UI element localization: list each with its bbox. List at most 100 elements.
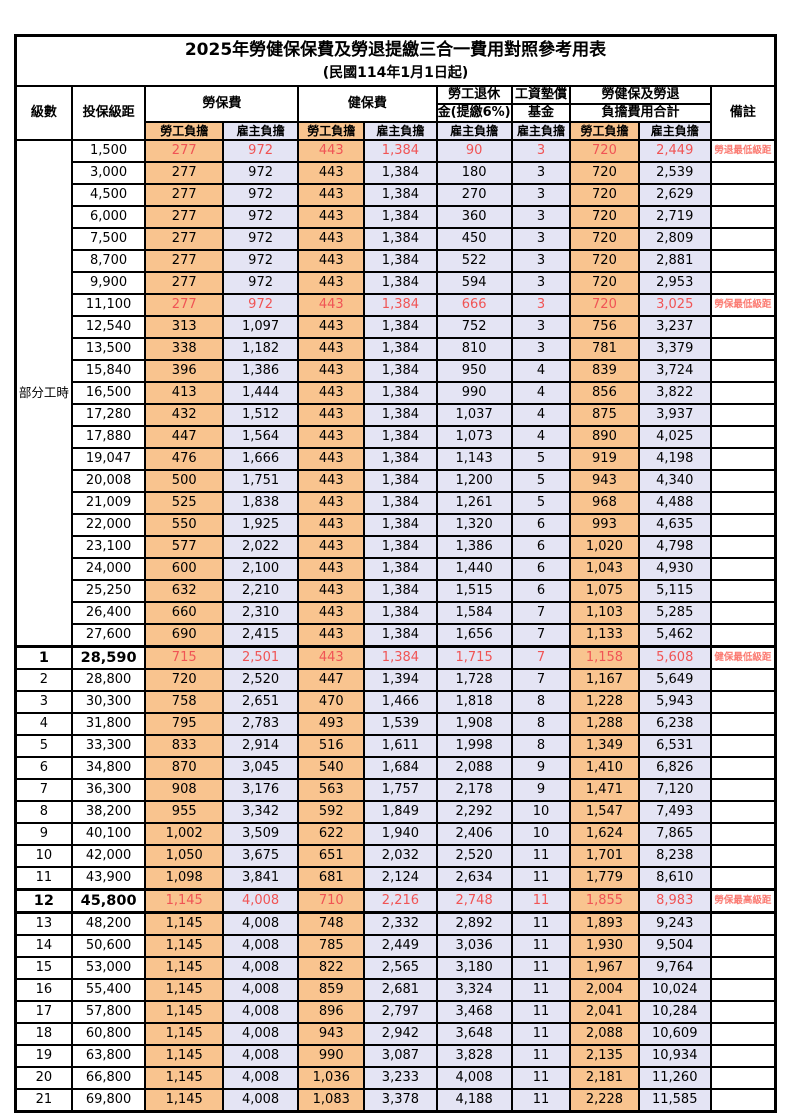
value-cell: 1,145: [144, 955, 224, 980]
value-cell: 3,087: [363, 1043, 438, 1068]
value-cell: 710: [297, 887, 366, 914]
value-cell: 1,512: [221, 402, 300, 427]
value-cell: 715: [144, 644, 224, 670]
value-cell: 1,384: [363, 270, 438, 295]
value-cell: 2,565: [363, 955, 438, 980]
note-cell: [709, 911, 777, 936]
bracket-cell: 45,800: [70, 887, 147, 914]
level-cell: 17: [14, 999, 73, 1024]
value-cell: 1,384: [363, 160, 438, 185]
value-cell: 2,124: [363, 865, 438, 890]
value-cell: 2,539: [637, 160, 712, 185]
value-cell: 2,629: [637, 182, 712, 207]
value-cell: 2,178: [435, 777, 513, 802]
value-cell: 443: [297, 402, 366, 427]
header-row-1: 級數 投保級距 勞保費 健保費 勞工退休 工資墊償 勞健保及勞退 備註: [14, 84, 777, 141]
value-cell: 720: [569, 204, 640, 229]
table-row: 12 45,800 1,145 4,008 710 2,216 2,748 11 1,855 8,…: [14, 887, 777, 914]
value-cell: 6: [510, 512, 572, 537]
page-title: 2025年勞健保保費及勞退提繳三合一費用對照參考用表: [184, 40, 607, 61]
header-health-insurance: 健保費: [297, 84, 438, 123]
value-cell: 972: [221, 204, 300, 229]
value-cell: 1,083: [297, 1087, 366, 1112]
value-cell: 4,008: [221, 933, 300, 958]
bracket-cell: 25,250: [70, 578, 147, 603]
value-cell: 3,237: [637, 314, 712, 339]
value-cell: 1,515: [435, 578, 513, 603]
value-cell: 2,100: [221, 556, 300, 581]
note-cell: [709, 380, 777, 405]
bracket-cell: 36,300: [70, 777, 147, 802]
value-cell: 7: [510, 622, 572, 647]
value-cell: 1,384: [363, 446, 438, 471]
value-cell: 1,471: [569, 777, 640, 802]
note-cell: [709, 933, 777, 958]
table-row: 13,500 338 1,182 443 1,384 810 3 781 3,379: [16, 336, 777, 361]
value-cell: 8,610: [637, 865, 712, 890]
value-cell: 4,008: [221, 977, 300, 1002]
header-level: 級數: [14, 84, 73, 141]
value-cell: 1,666: [221, 446, 300, 471]
value-cell: 1,384: [363, 182, 438, 207]
value-cell: 443: [297, 424, 366, 449]
table-row: 3,000 277 972 443 1,384 180 3 720 2,539: [16, 160, 777, 185]
value-cell: 1,757: [363, 777, 438, 802]
value-cell: 972: [221, 270, 300, 295]
header-row-3: 勞工負擔 雇主負擔 勞工負擔 雇主負擔 雇主負擔 雇主負擔 勞工負擔 雇主負擔: [16, 120, 776, 141]
value-cell: 2,892: [435, 911, 513, 936]
subheader-labor-employee: 勞工負擔: [144, 120, 224, 141]
value-cell: 859: [297, 977, 366, 1002]
value-cell: 968: [569, 490, 640, 515]
table-body: 部分工時 1,500 277 972 443 1,384 90 3 720 2,449 勞退最低級距…: [14, 138, 777, 1112]
value-cell: 313: [144, 314, 224, 339]
table-row: 26,400 660 2,310 443 1,384 1,584 7 1,103 5,285: [16, 600, 777, 625]
value-cell: 943: [297, 1021, 366, 1046]
value-cell: 1,384: [363, 358, 438, 383]
value-cell: 443: [297, 490, 366, 515]
value-cell: 1,466: [363, 689, 438, 714]
value-cell: 2,022: [221, 534, 300, 559]
value-cell: 443: [297, 358, 366, 383]
value-cell: 5,115: [637, 578, 712, 603]
bracket-cell: 53,000: [70, 955, 147, 980]
table-row: 27,600 690 2,415 443 1,384 1,656 7 1,133 5,462: [16, 622, 777, 647]
value-cell: 1,050: [144, 843, 224, 868]
value-cell: 3,342: [221, 799, 300, 824]
value-cell: 1,998: [435, 733, 513, 758]
bracket-cell: 6,000: [70, 204, 147, 229]
value-cell: 3,724: [637, 358, 712, 383]
value-cell: 10,284: [637, 999, 712, 1024]
value-cell: 4,008: [221, 887, 300, 914]
value-cell: 360: [435, 204, 513, 229]
value-cell: 1,384: [363, 578, 438, 603]
note-cell: [709, 777, 777, 802]
table-row: 6 34,800 870 3,045 540 1,684 2,088 9 1,410 6,826: [14, 755, 777, 780]
level-cell: 11: [14, 865, 73, 890]
bracket-cell: 31,800: [70, 711, 147, 736]
value-cell: 990: [297, 1043, 366, 1068]
value-cell: 1,751: [221, 468, 300, 493]
value-cell: 1,908: [435, 711, 513, 736]
title-row: 2025年勞健保保費及勞退提繳三合一費用對照參考用表 (民國114年1月1日起): [14, 34, 777, 87]
table-row: 15 53,000 1,145 4,008 822 2,565 3,180 11 1,967 9,…: [14, 955, 777, 980]
value-cell: 4,008: [221, 911, 300, 936]
value-cell: 4,635: [637, 512, 712, 537]
value-cell: 943: [569, 468, 640, 493]
value-cell: 2,415: [221, 622, 300, 647]
header-bracket: 投保級距: [70, 84, 147, 141]
note-cell: [709, 204, 777, 229]
bracket-cell: 38,200: [70, 799, 147, 824]
header-wage-fund-line1: 工資墊償: [510, 84, 572, 105]
value-cell: 660: [144, 600, 224, 625]
subheader-health-employee: 勞工負擔: [297, 120, 366, 141]
value-cell: 9,504: [637, 933, 712, 958]
note-cell: [709, 534, 777, 559]
value-cell: 4,008: [221, 1087, 300, 1112]
subheader-health-employer: 雇主負擔: [363, 120, 438, 141]
value-cell: 1,440: [435, 556, 513, 581]
bracket-cell: 16,500: [70, 380, 147, 405]
value-cell: 3: [510, 314, 572, 339]
level-cell: 5: [14, 733, 73, 758]
header-pension-line1: 勞工退休: [435, 84, 513, 105]
subheader-wage-fund-employer: 雇主負擔: [510, 120, 572, 141]
